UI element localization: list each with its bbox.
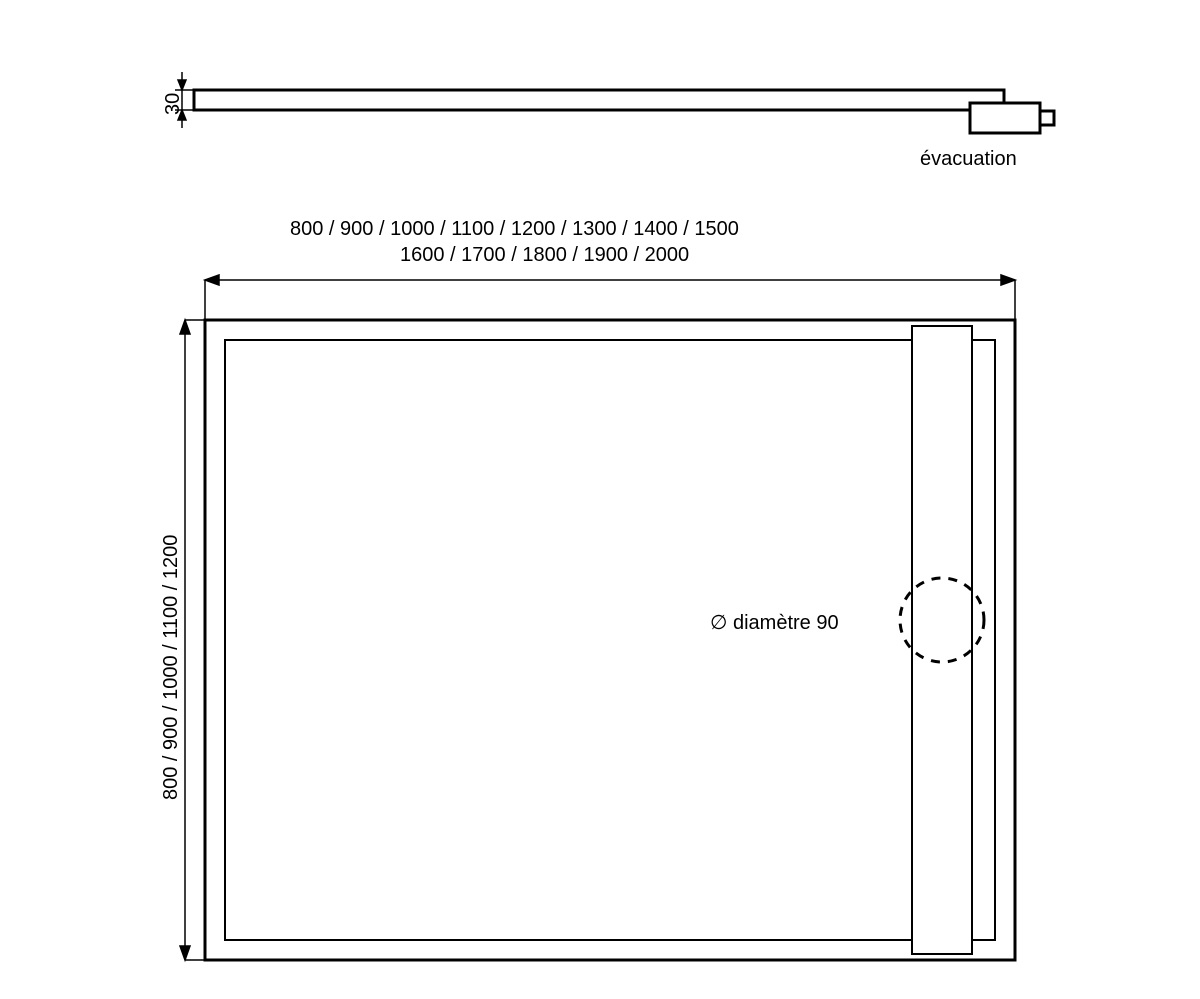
plan-inner-rect: [225, 340, 995, 940]
side-view-drain-box: [970, 103, 1040, 133]
height-label: 800 / 900 / 1000 / 1100 / 1200: [160, 535, 183, 800]
technical-diagram: 30 évacuation 800 / 900 / 1000 / 1100 / …: [0, 0, 1200, 999]
thickness-label: 30: [162, 93, 185, 115]
side-view-body: [194, 90, 1004, 110]
height-dimension: [180, 320, 205, 960]
plan-drain-channel: [912, 326, 972, 954]
evacuation-label: évacuation: [920, 148, 1017, 171]
plan-outer-rect: [205, 320, 1015, 960]
diameter-label: ∅ diamètre 90: [710, 610, 839, 635]
width-label-line2: 1600 / 1700 / 1800 / 1900 / 2000: [400, 244, 689, 267]
width-label-line1: 800 / 900 / 1000 / 1100 / 1200 / 1300 / …: [290, 218, 739, 241]
side-view-drain-nub: [1040, 111, 1054, 125]
width-dimension: [205, 275, 1015, 320]
diagram-svg: [0, 0, 1200, 999]
